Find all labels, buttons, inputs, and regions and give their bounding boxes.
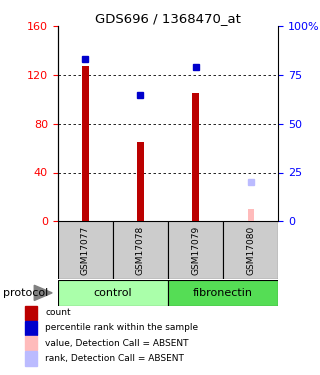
Bar — [137, 142, 144, 221]
Bar — [82, 66, 89, 221]
Text: count: count — [45, 308, 71, 317]
Text: GSM17077: GSM17077 — [81, 226, 90, 275]
Bar — [25, 351, 36, 366]
Text: value, Detection Call = ABSENT: value, Detection Call = ABSENT — [45, 339, 189, 348]
Text: GSM17080: GSM17080 — [246, 226, 255, 275]
Bar — [25, 336, 36, 350]
Text: protocol: protocol — [3, 288, 48, 298]
Bar — [25, 321, 36, 335]
Title: GDS696 / 1368470_at: GDS696 / 1368470_at — [95, 12, 241, 25]
Text: rank, Detection Call = ABSENT: rank, Detection Call = ABSENT — [45, 354, 184, 363]
Text: control: control — [93, 288, 132, 298]
Bar — [58, 221, 113, 279]
Text: fibronectin: fibronectin — [193, 288, 253, 298]
Bar — [223, 221, 278, 279]
Text: GSM17079: GSM17079 — [191, 226, 200, 275]
Bar — [58, 280, 168, 306]
Bar — [192, 93, 199, 221]
Bar — [168, 280, 278, 306]
Polygon shape — [34, 285, 52, 300]
Bar — [248, 209, 253, 221]
Bar — [168, 221, 223, 279]
Text: GSM17078: GSM17078 — [136, 226, 145, 275]
Bar — [113, 221, 168, 279]
Text: percentile rank within the sample: percentile rank within the sample — [45, 323, 199, 332]
Bar — [25, 306, 36, 320]
